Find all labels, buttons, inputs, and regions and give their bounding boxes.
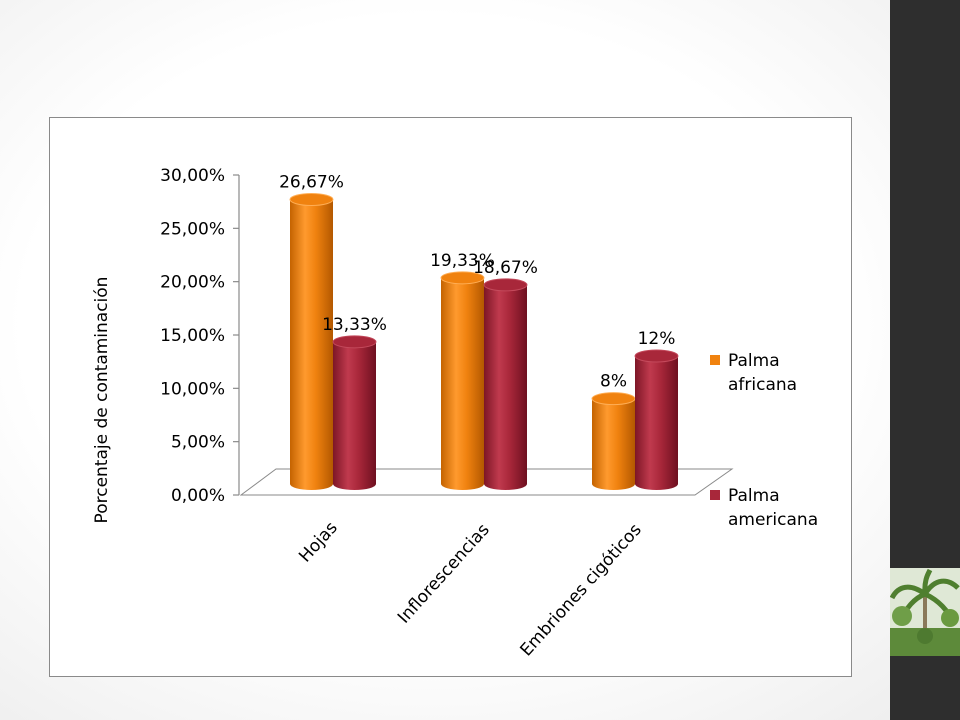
y-tick-label: 20,00%	[160, 273, 225, 293]
bar-chart: 0,00% 5,00% 10,00% 15,00% 20,00% 25,00% 30,00%…	[92, 166, 818, 661]
data-label: 8%	[600, 372, 627, 392]
data-label: 12%	[638, 329, 676, 349]
legend-label: africana	[728, 375, 797, 395]
legend-label: Palma	[728, 351, 780, 371]
chart-frame: 0,00% 5,00% 10,00% 15,00% 20,00% 25,00% 30,00%…	[49, 117, 852, 677]
bar	[289, 193, 334, 490]
bars	[289, 193, 679, 490]
data-label: 26,67%	[279, 173, 344, 193]
data-label: 19,33%	[430, 251, 495, 271]
bar	[332, 335, 377, 490]
bar	[440, 271, 485, 490]
bar	[483, 278, 528, 490]
palm-tree-image	[890, 568, 960, 656]
legend-swatch	[710, 490, 720, 500]
data-labels: 26,67% 19,33% 8% 13,33% 18,67% 12%	[279, 173, 675, 392]
y-tick-label: 5,00%	[171, 433, 225, 453]
legend-label: Palma	[728, 486, 780, 506]
x-tick-label: Hojas	[295, 518, 342, 567]
legend: Palma africana Palma americana	[710, 351, 818, 530]
bar	[591, 392, 636, 490]
data-label: 13,33%	[322, 315, 387, 335]
y-tick-label: 30,00%	[160, 166, 225, 186]
y-tick-label: 10,00%	[160, 379, 225, 399]
y-axis: 0,00% 5,00% 10,00% 15,00% 20,00% 25,00% 30,00%	[160, 166, 240, 506]
x-tick-label: Embriones cigóticos	[516, 520, 645, 661]
bar	[634, 349, 679, 490]
legend-label: americana	[728, 510, 818, 530]
y-axis-title: Porcentaje de contaminación	[92, 277, 112, 524]
y-tick-label: 0,00%	[171, 486, 225, 506]
legend-swatch	[710, 355, 720, 365]
x-axis-categories: Hojas Inflorescencias Embriones cigóticos	[295, 518, 646, 661]
x-tick-label: Inflorescencias	[394, 520, 494, 628]
y-tick-label: 15,00%	[160, 326, 225, 346]
y-tick-label: 25,00%	[160, 219, 225, 239]
data-label: 18,67%	[473, 258, 538, 278]
